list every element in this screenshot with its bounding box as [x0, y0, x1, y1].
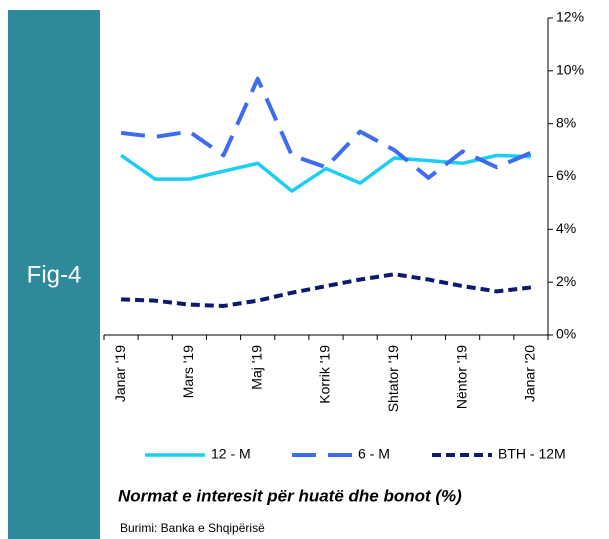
source-note: Burimi: Banka e Shqipërisë	[120, 521, 265, 535]
series-line	[120, 153, 531, 193]
x-tick-label: Janar '20	[522, 345, 538, 402]
y-tick-label: 8%	[556, 114, 576, 130]
y-tick-label: 0%	[556, 326, 576, 342]
x-tick-label: Korrik '19	[317, 345, 333, 404]
x-tick-label: Mars '19	[180, 345, 196, 398]
chart-title: Normat e interesit për huatë dhe bonot (…	[118, 486, 462, 505]
series-line	[120, 76, 532, 180]
y-tick-label: 6%	[556, 167, 576, 183]
legend-label: 6 - M	[358, 446, 390, 462]
x-tick-label: Maj '19	[248, 345, 264, 390]
figure-label: Fig-4	[27, 261, 82, 288]
x-tick-label: Nëntor '19	[453, 345, 469, 409]
legend-label: 12 - M	[211, 446, 251, 462]
y-tick-label: 2%	[556, 273, 576, 289]
y-tick-label: 12%	[556, 9, 584, 25]
series-line	[120, 272, 532, 308]
y-tick-label: 10%	[556, 62, 584, 78]
legend-label: BTH - 12M	[498, 446, 566, 462]
side-band	[8, 10, 100, 539]
y-tick-label: 4%	[556, 220, 576, 236]
x-tick-label: Janar '19	[112, 345, 128, 402]
x-tick-label: Shtator '19	[385, 345, 401, 412]
